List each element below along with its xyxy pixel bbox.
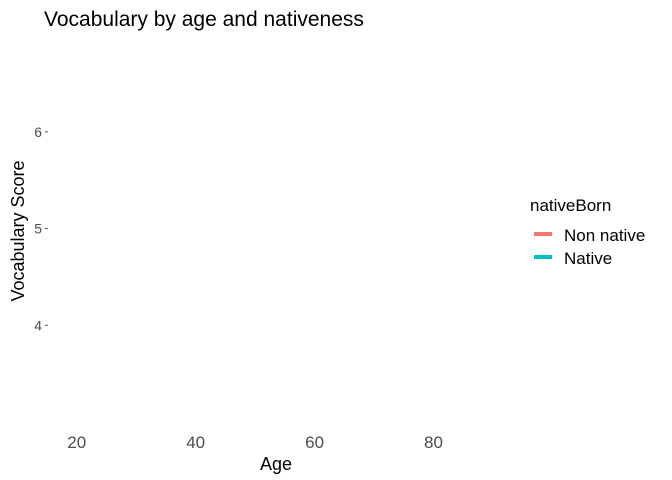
x-tick-label-2: 60	[305, 433, 324, 452]
x-tick-label-1: 40	[186, 433, 205, 452]
legend-label-0: Non native	[564, 226, 645, 245]
y-axis-title: Vocabulary Score	[8, 160, 28, 301]
y-tick-label-1: 5	[34, 221, 42, 237]
legend-title: nativeBorn	[530, 196, 611, 215]
y-axis: 4 5 6	[34, 124, 48, 333]
chart-title: Vocabulary by age and nativeness	[44, 8, 364, 31]
x-tick-label-0: 20	[67, 433, 86, 452]
x-tick-label-3: 80	[424, 433, 443, 452]
legend: nativeBorn Non native Native	[530, 196, 645, 268]
legend-label-1: Native	[564, 249, 612, 268]
x-axis-title: Age	[260, 454, 292, 474]
y-tick-label-2: 6	[34, 124, 42, 140]
x-axis: 20 40 60 80	[67, 433, 443, 452]
legend-entries: Non native Native	[534, 226, 645, 268]
y-tick-label-0: 4	[34, 317, 42, 333]
